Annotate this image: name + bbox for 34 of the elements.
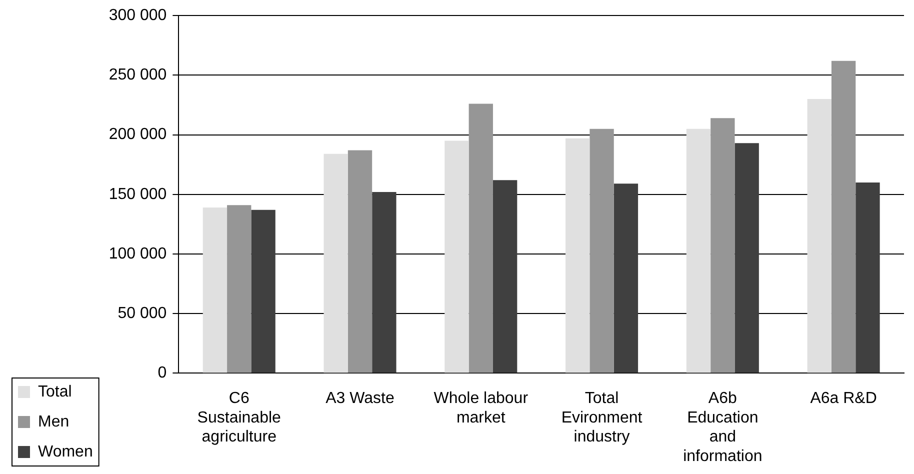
bar <box>251 210 276 373</box>
bar <box>492 180 518 373</box>
y-tick-label: 250 000 <box>108 66 167 84</box>
x-tick-label: Total Evironment industry <box>561 390 643 446</box>
y-tick-label: 0 <box>158 364 167 382</box>
bar <box>348 150 372 373</box>
bar <box>590 128 614 373</box>
x-tick-label: A6b Education and information <box>683 390 762 465</box>
bar <box>614 184 638 373</box>
bar <box>227 205 252 373</box>
bar <box>734 143 759 373</box>
bar <box>372 192 396 373</box>
bar <box>324 154 348 373</box>
y-tick-label: 100 000 <box>108 245 167 262</box>
legend-label: Women <box>38 443 93 460</box>
y-tick-label: 300 000 <box>108 7 167 24</box>
bar <box>686 128 711 373</box>
y-tick-label: 150 000 <box>108 186 167 203</box>
bar <box>807 99 832 373</box>
x-tick-label: A3 Waste <box>326 390 394 408</box>
y-tick-label: 200 000 <box>108 126 167 144</box>
bar <box>202 208 228 373</box>
bar <box>444 140 469 373</box>
legend-label: Men <box>38 413 70 430</box>
legend-label: Total <box>38 383 72 400</box>
bar <box>566 138 590 373</box>
x-tick-label: C6 Sustainable agriculture <box>197 390 282 446</box>
bar <box>710 118 735 373</box>
bar <box>831 60 856 373</box>
bar <box>468 104 493 373</box>
x-tick-label: Whole labour market <box>434 390 529 426</box>
y-tick-label: 50 000 <box>118 305 167 322</box>
x-tick-label: A6a R&D <box>810 390 877 408</box>
bar <box>856 182 880 373</box>
